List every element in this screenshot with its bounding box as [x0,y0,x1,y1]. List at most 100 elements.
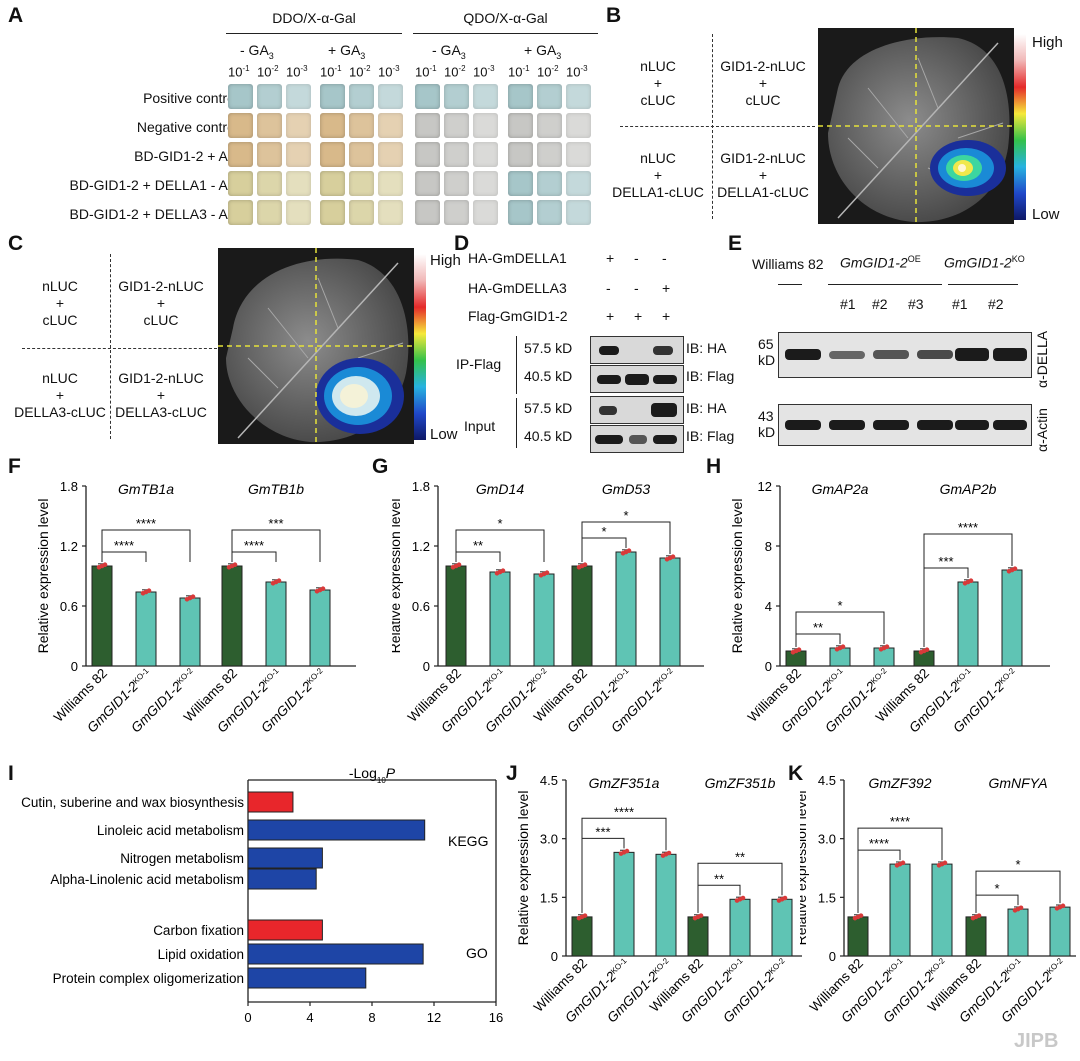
gene-title: GmNFYA [988,775,1047,791]
data-point [276,578,282,584]
yeast-spot [320,113,345,138]
yeast-spot [444,113,469,138]
sig-label: ** [714,871,724,886]
yeast-spot [286,142,311,167]
yeast-spot [444,171,469,196]
category-label: Nitrogen metabolism [120,851,244,866]
panel-label-k: K [788,762,804,785]
bar [615,551,637,667]
panel-label-g: G [372,455,389,478]
row-negative-control: Negative control [136,119,238,135]
yeast-spot-grid [0,0,600,225]
chart-title: -Log10P [349,766,396,785]
sig-label: **** [614,804,634,819]
bar [889,863,911,957]
y-tick-label: 1.5 [818,890,836,905]
y-tick-label: 3.0 [540,832,558,847]
panel-b-luciferase-della1: nLUC + cLUC GID1-2-nLUC + cLUC nLUC + DELLA1-c… [608,28,1078,228]
sig-label: **** [890,814,910,829]
bar [655,853,677,957]
b-leaf-image [818,28,1014,224]
d-blot-ip-ha [590,336,684,364]
data-point [146,588,152,594]
data-point [1018,905,1024,911]
b-quad-bl: nLUC + DELLA1-cLUC [612,150,704,200]
panel-e-western: Williams 82 GmGID1-2OE GmGID1-2KO #1 #2 … [744,248,1080,452]
bar [247,819,426,841]
sig-bracket [231,551,277,562]
yeast-spot [349,84,374,109]
sign-mark: + [606,308,615,324]
panel-label-d: D [454,232,470,255]
dilution-label: 10-2 [537,64,559,80]
sig-bracket [455,551,501,562]
yeast-spot [349,200,374,225]
category-label: Cutin, suberine and wax biosynthesis [21,795,244,810]
bar [729,898,751,957]
data-point [232,562,238,568]
data-point [102,562,108,568]
data-point [782,895,788,901]
data-point [740,895,746,901]
sig-label: *** [938,554,953,569]
x-tick-label: 4 [306,1010,313,1025]
data-point [796,647,802,653]
dilution-label: 10-2 [444,64,466,80]
panel-label-f: F [8,455,21,478]
data-point [500,568,506,574]
sig-bracket [923,533,1013,647]
yeast-spot [415,142,440,167]
sig-bracket [975,870,1061,913]
bar [687,916,709,957]
bar [847,916,869,957]
c-quad-tr: GID1-2-nLUC + cLUC [118,278,204,328]
data-point [582,913,588,918]
sig-bracket [795,611,885,647]
category-label: Alpha-Linolenic acid metabolism [50,872,244,887]
gene-title: GmTB1b [248,481,304,497]
group-label-kegg: KEGG [448,833,488,849]
b-scale-low: Low [1032,206,1060,223]
sig-label: **** [244,538,264,553]
chart-k-zf392-nfya: 0 1.5 3.0 4.5 Relative expression level GmZF3… [800,773,1076,1025]
gene-title: GmAP2a [812,481,869,497]
chart-g-d14-d53: 0 0.6 1.2 1.8 Relative expression level GmD14… [392,479,704,735]
y-tick-label: 0.6 [60,599,78,614]
bar [247,919,323,941]
d-group-input: Input [464,418,496,434]
bar [135,591,157,667]
c-leaf-image [218,248,414,444]
d-sign-grid: + - - - - + + + + [456,248,726,328]
dilution-label: 10-1 [320,64,342,80]
sig-label: ** [473,538,483,553]
x-tick-label: 16 [489,1010,503,1025]
yeast-spot [566,84,591,109]
d-size-3: 57.5 kD [524,400,573,416]
y-tick-label: 0 [829,949,836,964]
journal-watermark: JIPB [1014,1030,1059,1052]
b-quad-tr: GID1-2-nLUC + cLUC [720,58,806,108]
yeast-spot [508,200,533,225]
category-label: Lipid oxidation [158,947,244,962]
yeast-spot [537,84,562,109]
y-tick-label: 1.2 [60,539,78,554]
d-ab-3: IB: HA [686,400,727,416]
panel-label-h: H [706,455,722,478]
c-intensity-scale [414,254,426,440]
sig-label: *** [268,516,283,531]
x-tick-label: 8 [368,1010,375,1025]
bar [1007,908,1029,957]
gene-title: GmZF392 [868,775,931,791]
c-scale-high: High [430,252,461,269]
sig-bracket [697,862,783,913]
data-point [544,570,550,576]
e-line-ko1: #1 [952,296,968,312]
yeast-spot [566,142,591,167]
y-tick-label: 0 [551,949,558,964]
bar [247,847,323,869]
bar [247,868,317,890]
sig-label: ** [735,849,745,864]
data-point [1060,903,1066,909]
row-bd-gid1-2-della1: BD-GID1-2 + DELLA1 - AD [69,177,238,193]
